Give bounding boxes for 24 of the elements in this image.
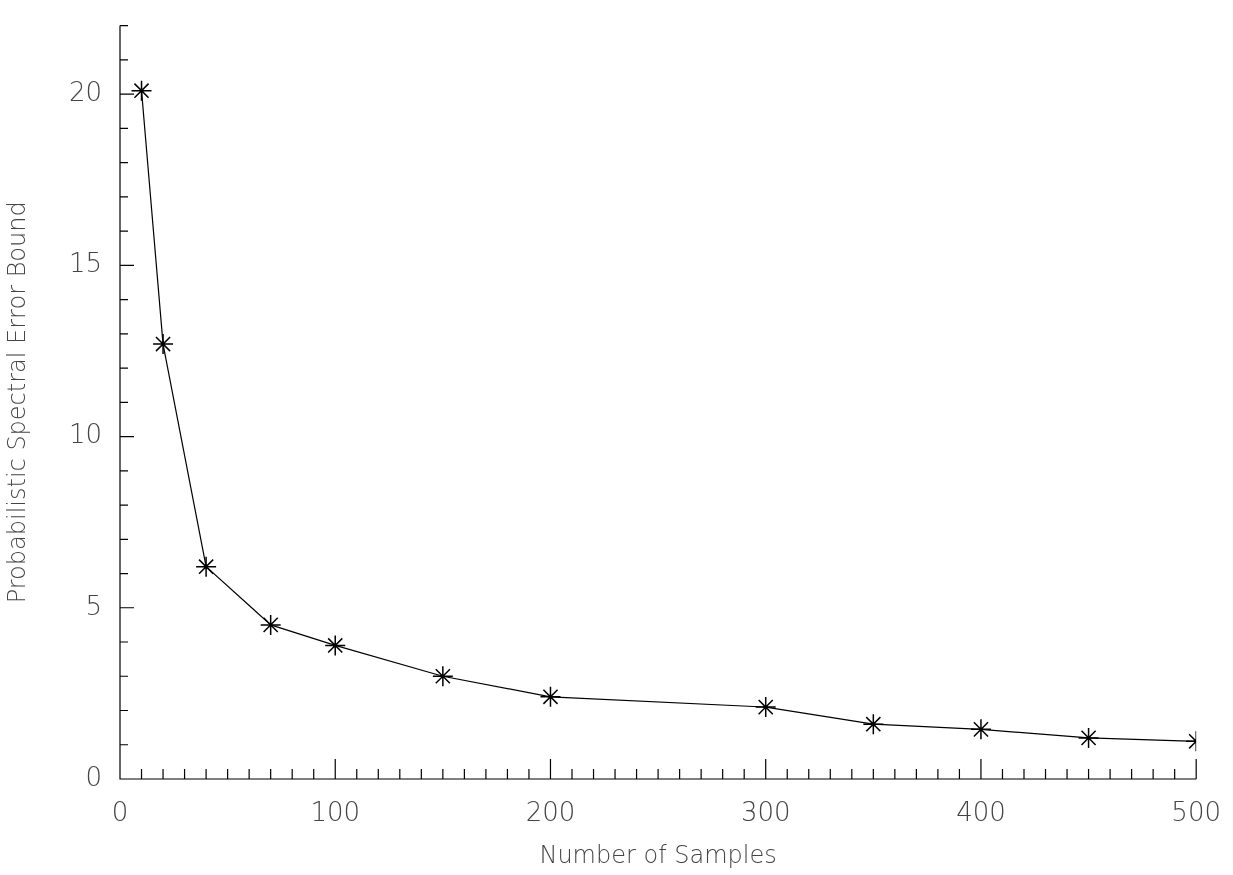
x-axis-title: Number of Samples: [539, 840, 777, 869]
point: [539, 686, 562, 708]
point: [862, 713, 885, 735]
x-tick-label: 0: [111, 797, 129, 828]
point: [259, 614, 282, 636]
x-tick-label: 500: [1171, 797, 1222, 828]
y-tick-label: 5: [85, 590, 102, 621]
y-axis-title: Probabilistic Spectral Error Bound: [2, 201, 31, 604]
y-tick-label: 10: [68, 419, 102, 450]
point: [1077, 727, 1100, 749]
point: [324, 634, 346, 657]
x-tick-label: 100: [310, 797, 361, 828]
point: [152, 333, 174, 355]
y-tick-label: 0: [85, 761, 102, 792]
point: [195, 555, 217, 578]
point: [130, 79, 153, 102]
y-tick-label: 15: [68, 248, 102, 279]
x-tick-label: 400: [956, 797, 1006, 828]
point: [432, 665, 454, 688]
x-tick-label: 200: [525, 797, 576, 828]
point: [970, 718, 992, 741]
y-tick-label: 20: [68, 76, 102, 107]
point: [754, 696, 777, 718]
x-tick-label: 300: [740, 797, 791, 828]
